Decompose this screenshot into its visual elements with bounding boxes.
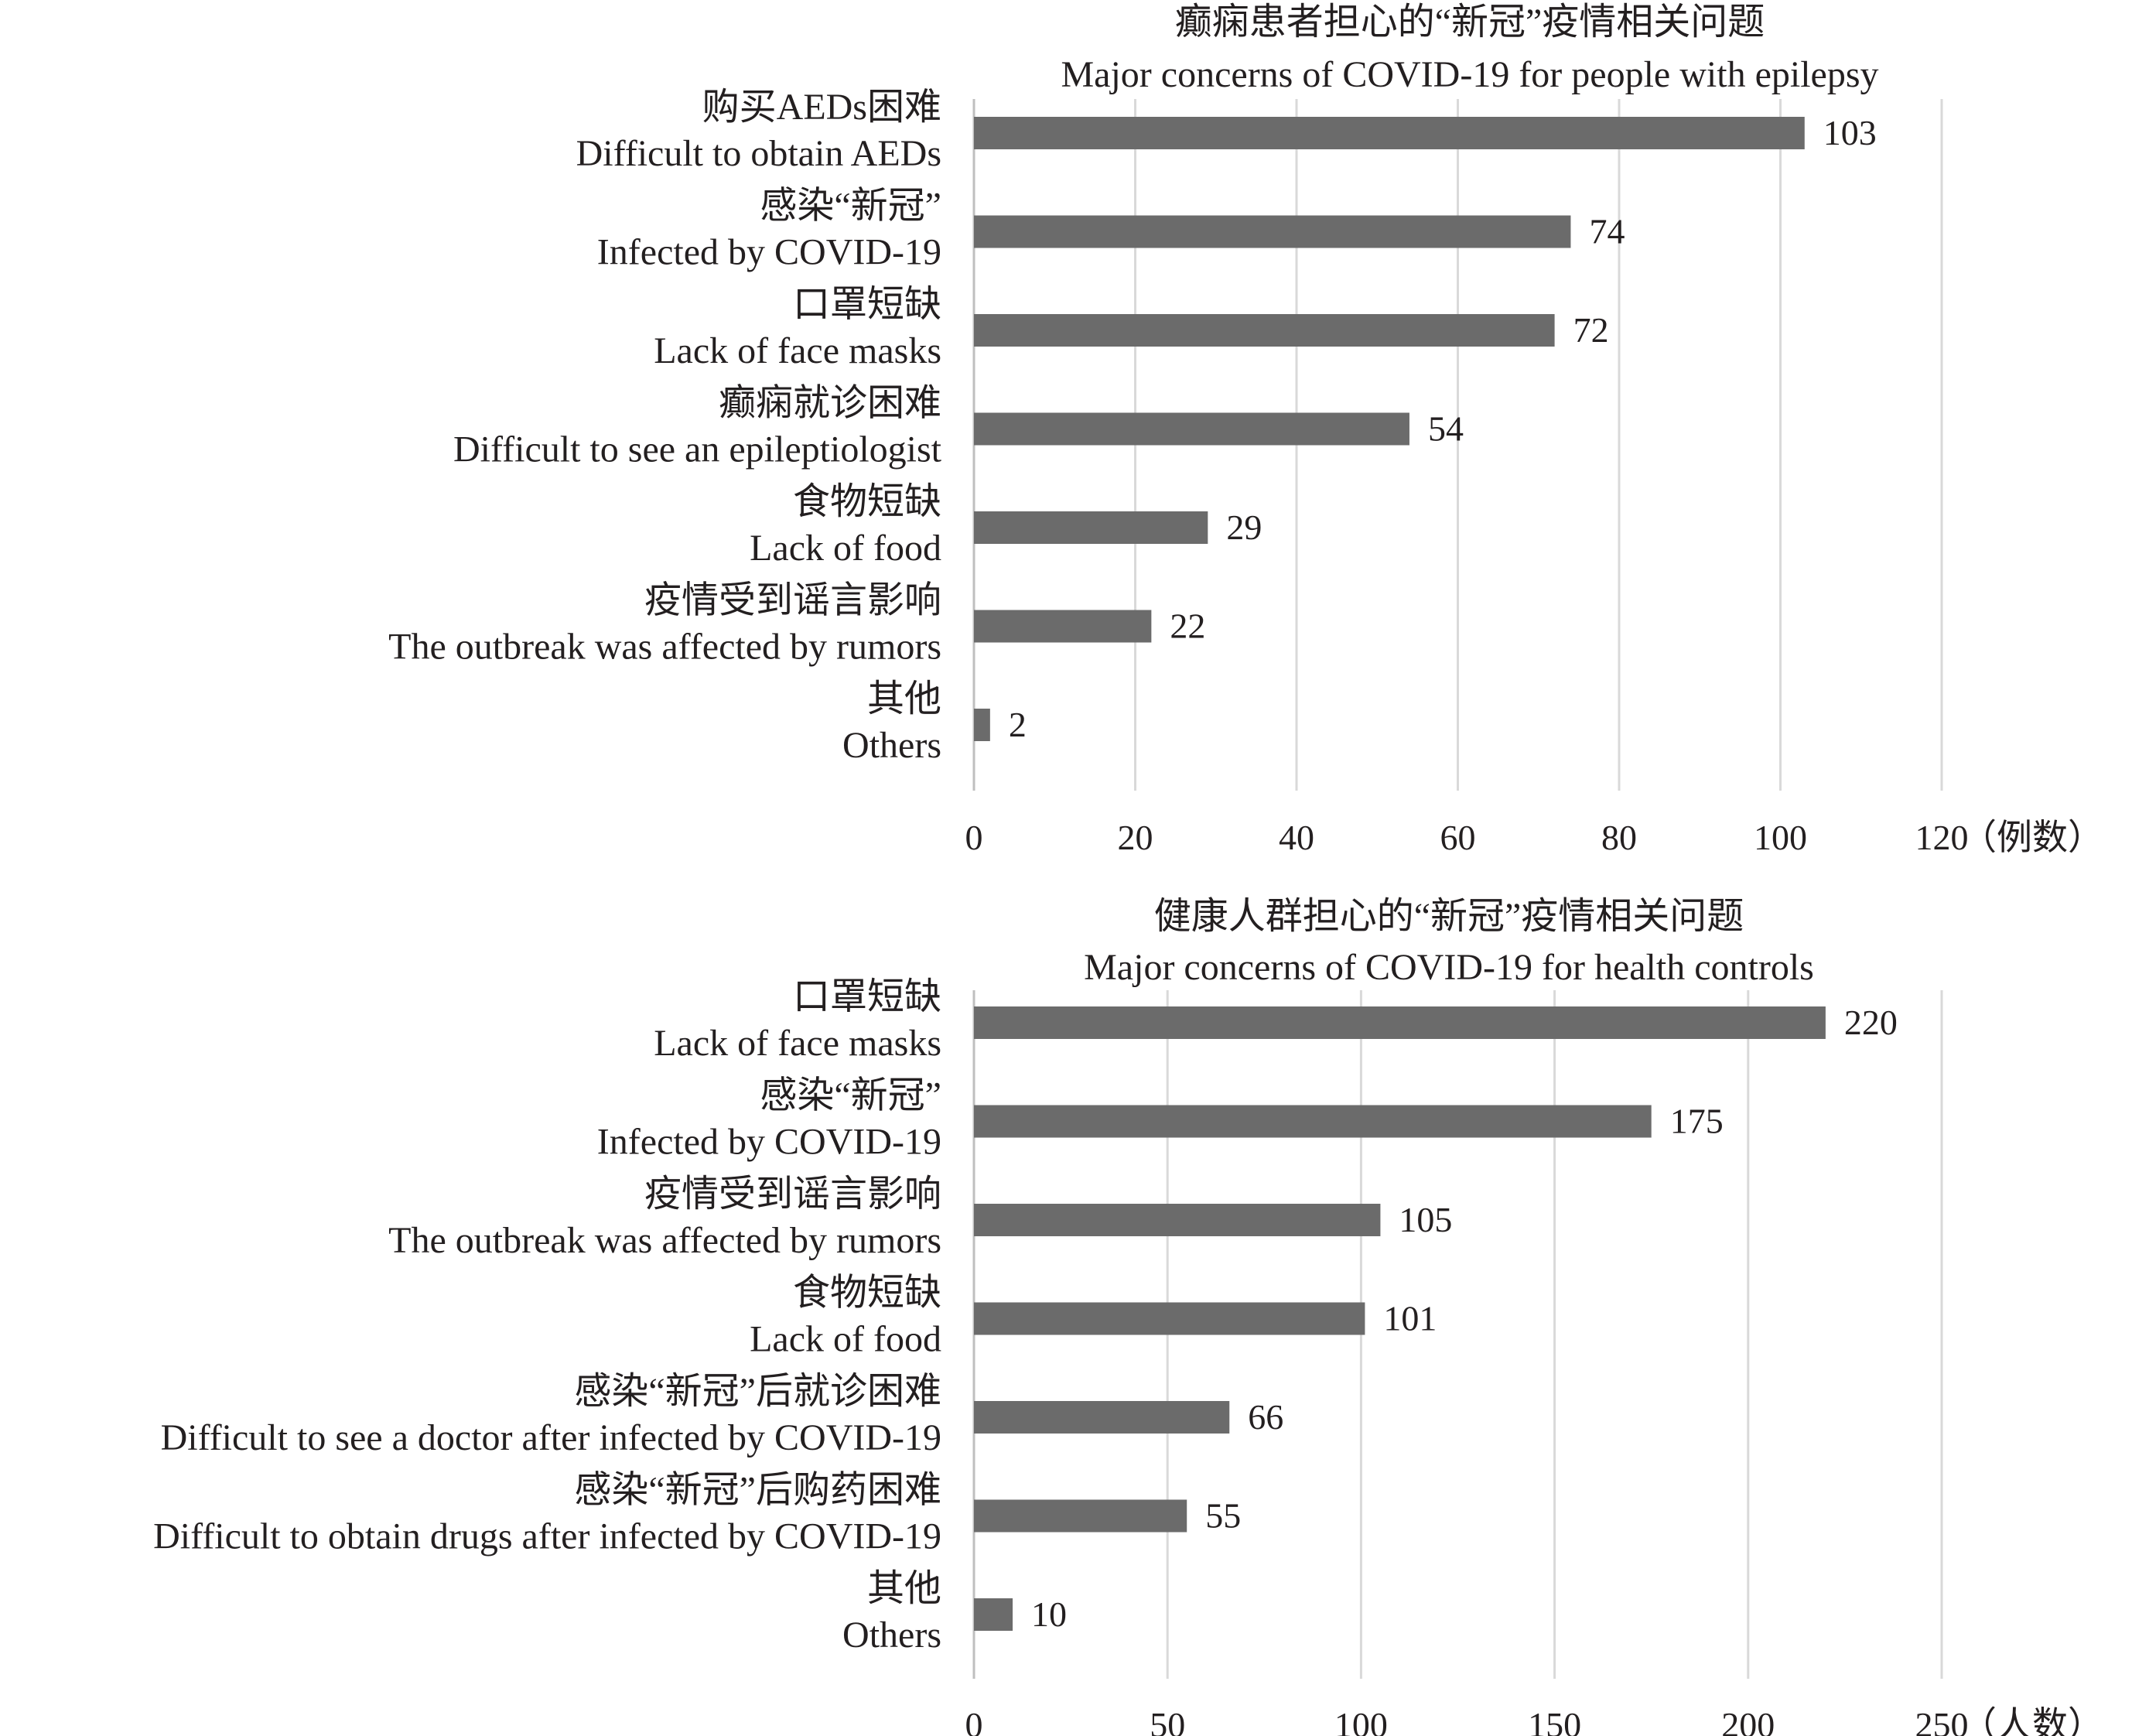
chart-epilepsy-title: 癫痫患者担心的“新冠”疫情相关问题 <box>1175 2 1765 43</box>
controls-value-label: 101 <box>1383 1299 1437 1338</box>
controls-category-label-zh: 其他 <box>867 1568 941 1609</box>
controls-category-label-zh: 感染“新冠”后购药困难 <box>574 1470 941 1511</box>
controls-tick-label: 0 <box>965 1705 983 1736</box>
controls-category-label-en: Others <box>842 1615 941 1656</box>
controls-bar <box>974 1204 1381 1236</box>
controls-category-label-zh: 感染“新冠” <box>760 1075 941 1116</box>
epilepsy-tick-label: 0 <box>965 818 983 857</box>
controls-value-label: 55 <box>1205 1496 1241 1536</box>
epilepsy-category-label-en: Difficult to obtain AEDs <box>576 133 941 174</box>
epilepsy-category-label-zh: 疫情受到谣言影响 <box>644 580 941 621</box>
epilepsy-value-label: 54 <box>1428 409 1464 449</box>
epilepsy-category-label-zh: 口罩短缺 <box>793 284 941 325</box>
epilepsy-category-label-en: Others <box>842 725 941 766</box>
chart-controls-subtitle: Major concerns of COVID-19 for health co… <box>1084 947 1814 988</box>
epilepsy-tick-label: 60 <box>1440 818 1476 857</box>
controls-value-label: 175 <box>1670 1102 1724 1141</box>
epilepsy-tick-label: 40 <box>1279 818 1314 857</box>
chart-controls-title: 健康人群担心的“新冠”疫情相关问题 <box>1154 896 1744 937</box>
controls-category-label-en: Infected by COVID-19 <box>597 1122 941 1163</box>
controls-bar <box>974 1006 1826 1039</box>
controls-category-label-zh: 疫情受到谣言影响 <box>644 1174 941 1215</box>
controls-value-label: 220 <box>1844 1003 1898 1042</box>
controls-category-label-zh: 食物短缺 <box>793 1273 941 1314</box>
chart-epilepsy-subtitle: Major concerns of COVID-19 for people wi… <box>1061 54 1878 95</box>
epilepsy-category-label-en: Lack of food <box>750 528 941 569</box>
epilepsy-tick-label: 80 <box>1601 818 1637 857</box>
controls-unit-label: （人数） <box>1961 1705 2103 1736</box>
epilepsy-category-label-en: The outbreak was affected by rumors <box>388 627 941 668</box>
epilepsy-value-label: 72 <box>1573 310 1609 350</box>
epilepsy-category-label-en: Difficult to see an epileptiologist <box>453 429 942 470</box>
controls-category-label-en: Lack of face masks <box>654 1023 941 1064</box>
epilepsy-category-label-en: Infected by COVID-19 <box>597 232 941 273</box>
controls-category-label-en: Difficult to see a doctor after infected… <box>161 1417 941 1458</box>
epilepsy-value-label: 103 <box>1823 113 1877 152</box>
controls-bar <box>974 1499 1187 1533</box>
epilepsy-bar <box>974 709 990 741</box>
epilepsy-value-label: 2 <box>1009 705 1027 744</box>
controls-category-label-en: The outbreak was affected by rumors <box>388 1220 941 1261</box>
controls-value-label: 10 <box>1031 1594 1067 1634</box>
controls-tick-label: 100 <box>1334 1705 1388 1736</box>
epilepsy-category-label-en: Lack of face masks <box>654 330 941 371</box>
controls-category-label-zh: 口罩短缺 <box>793 976 941 1017</box>
epilepsy-category-label-zh: 食物短缺 <box>793 481 941 522</box>
controls-category-label-en: Difficult to obtain drugs after infected… <box>153 1516 941 1557</box>
epilepsy-bar <box>974 314 1555 347</box>
epilepsy-category-label-zh: 感染“新冠” <box>760 186 941 227</box>
epilepsy-value-label: 22 <box>1170 607 1205 646</box>
controls-category-label-en: Lack of food <box>750 1319 941 1360</box>
controls-bar <box>974 1401 1230 1434</box>
controls-tick-label: 150 <box>1528 1705 1581 1736</box>
controls-bar <box>974 1598 1013 1631</box>
epilepsy-unit-label: （例数） <box>1961 818 2103 857</box>
controls-tick-label: 50 <box>1150 1705 1185 1736</box>
controls-value-label: 105 <box>1399 1200 1452 1239</box>
controls-category-label-zh: 感染“新冠”后就诊困难 <box>574 1371 941 1412</box>
controls-bar <box>974 1105 1652 1138</box>
epilepsy-category-label-zh: 癫痫就诊困难 <box>719 383 941 424</box>
chart-epilepsy: 癫痫患者担心的“新冠”疫情相关问题 Major concerns of COVI… <box>388 2 2103 857</box>
epilepsy-category-label-zh: 其他 <box>867 678 941 719</box>
epilepsy-bar <box>974 511 1208 544</box>
epilepsy-bar <box>974 610 1152 643</box>
epilepsy-value-label: 74 <box>1589 212 1625 251</box>
epilepsy-category-label-zh: 购买AEDs困难 <box>702 87 941 128</box>
epilepsy-bar <box>974 412 1409 446</box>
epilepsy-bar <box>974 215 1571 248</box>
epilepsy-tick-label: 100 <box>1754 818 1807 857</box>
epilepsy-tick-label: 20 <box>1118 818 1153 857</box>
epilepsy-bar <box>974 117 1805 149</box>
controls-value-label: 66 <box>1248 1397 1283 1437</box>
controls-tick-label: 250 <box>1915 1705 1969 1736</box>
epilepsy-tick-label: 120 <box>1915 818 1969 857</box>
epilepsy-value-label: 29 <box>1226 507 1262 547</box>
controls-tick-label: 200 <box>1721 1705 1775 1736</box>
controls-bar <box>974 1302 1365 1335</box>
chart-controls: 健康人群担心的“新冠”疫情相关问题 Major concerns of COVI… <box>153 896 2103 1736</box>
